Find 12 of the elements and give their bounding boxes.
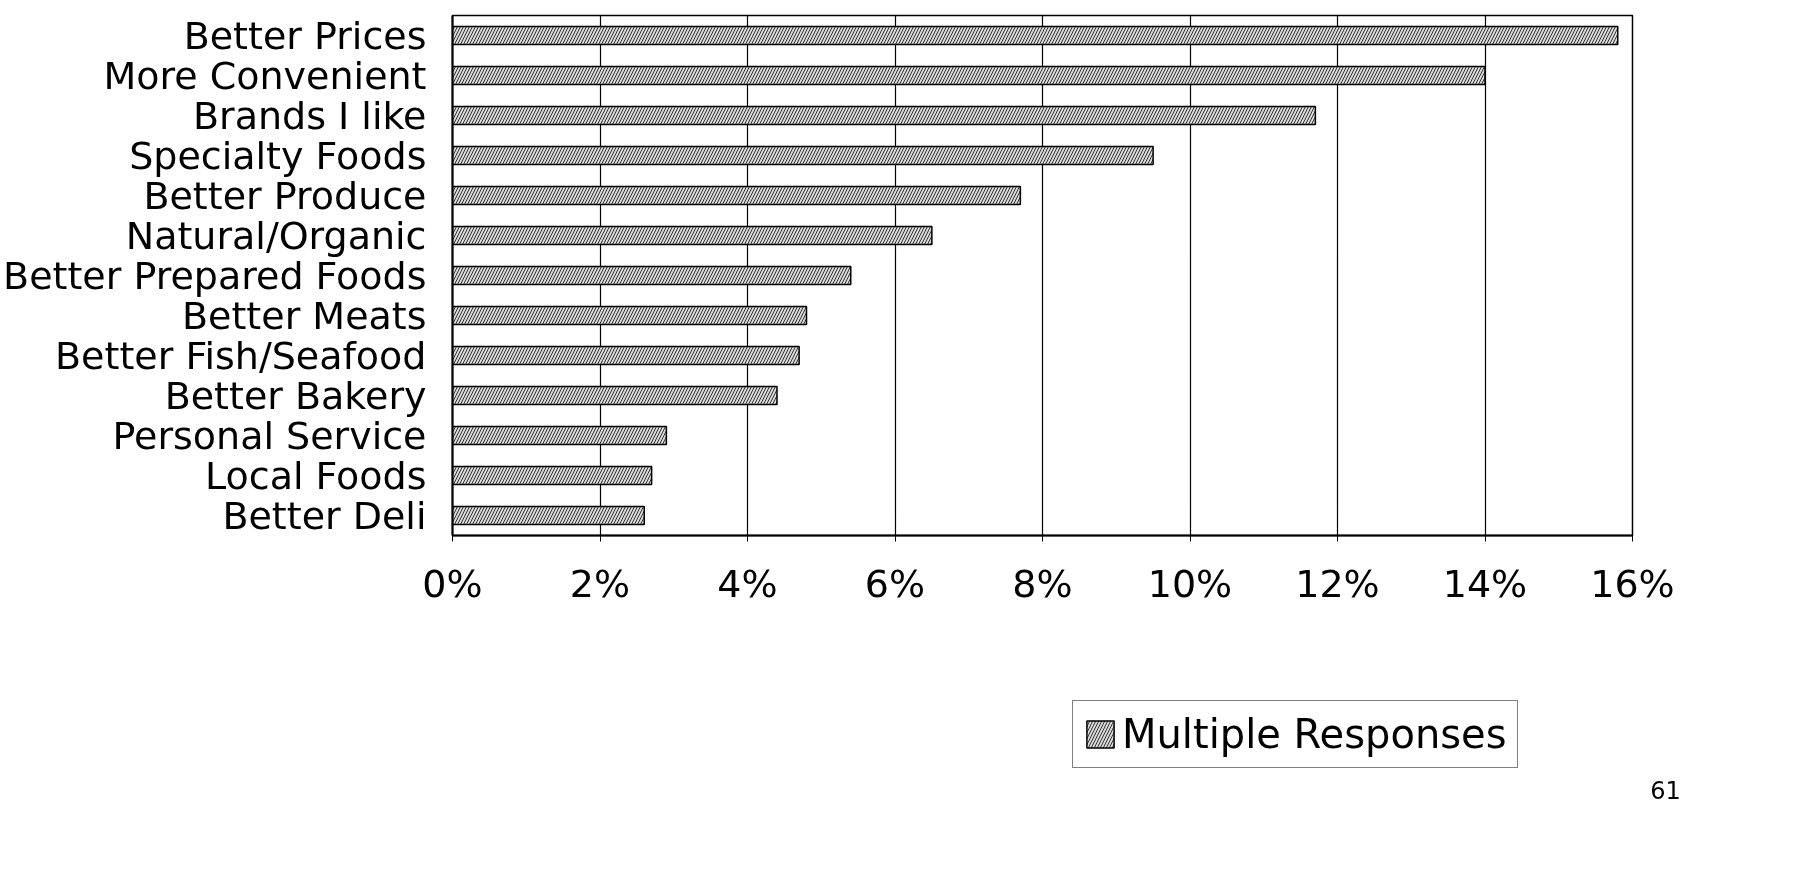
- x-tick-label: 4%: [717, 561, 778, 606]
- x-tick-label: 6%: [864, 561, 926, 606]
- x-tick-label: 12%: [1295, 561, 1380, 606]
- x-tick-label: 2%: [569, 561, 631, 606]
- text: 61: [1650, 776, 1681, 805]
- x-tick-label: 16%: [1590, 561, 1675, 606]
- x-tick-label: 10%: [1147, 561, 1233, 606]
- x-tick-label: 8%: [1012, 561, 1073, 606]
- y-tick-label: Natural/Organic: [125, 213, 427, 258]
- x-tick-label: 0%: [422, 561, 483, 606]
- x-tick-label: 14%: [1442, 561, 1528, 606]
- legend-label: Multiple Responses: [1122, 711, 1507, 757]
